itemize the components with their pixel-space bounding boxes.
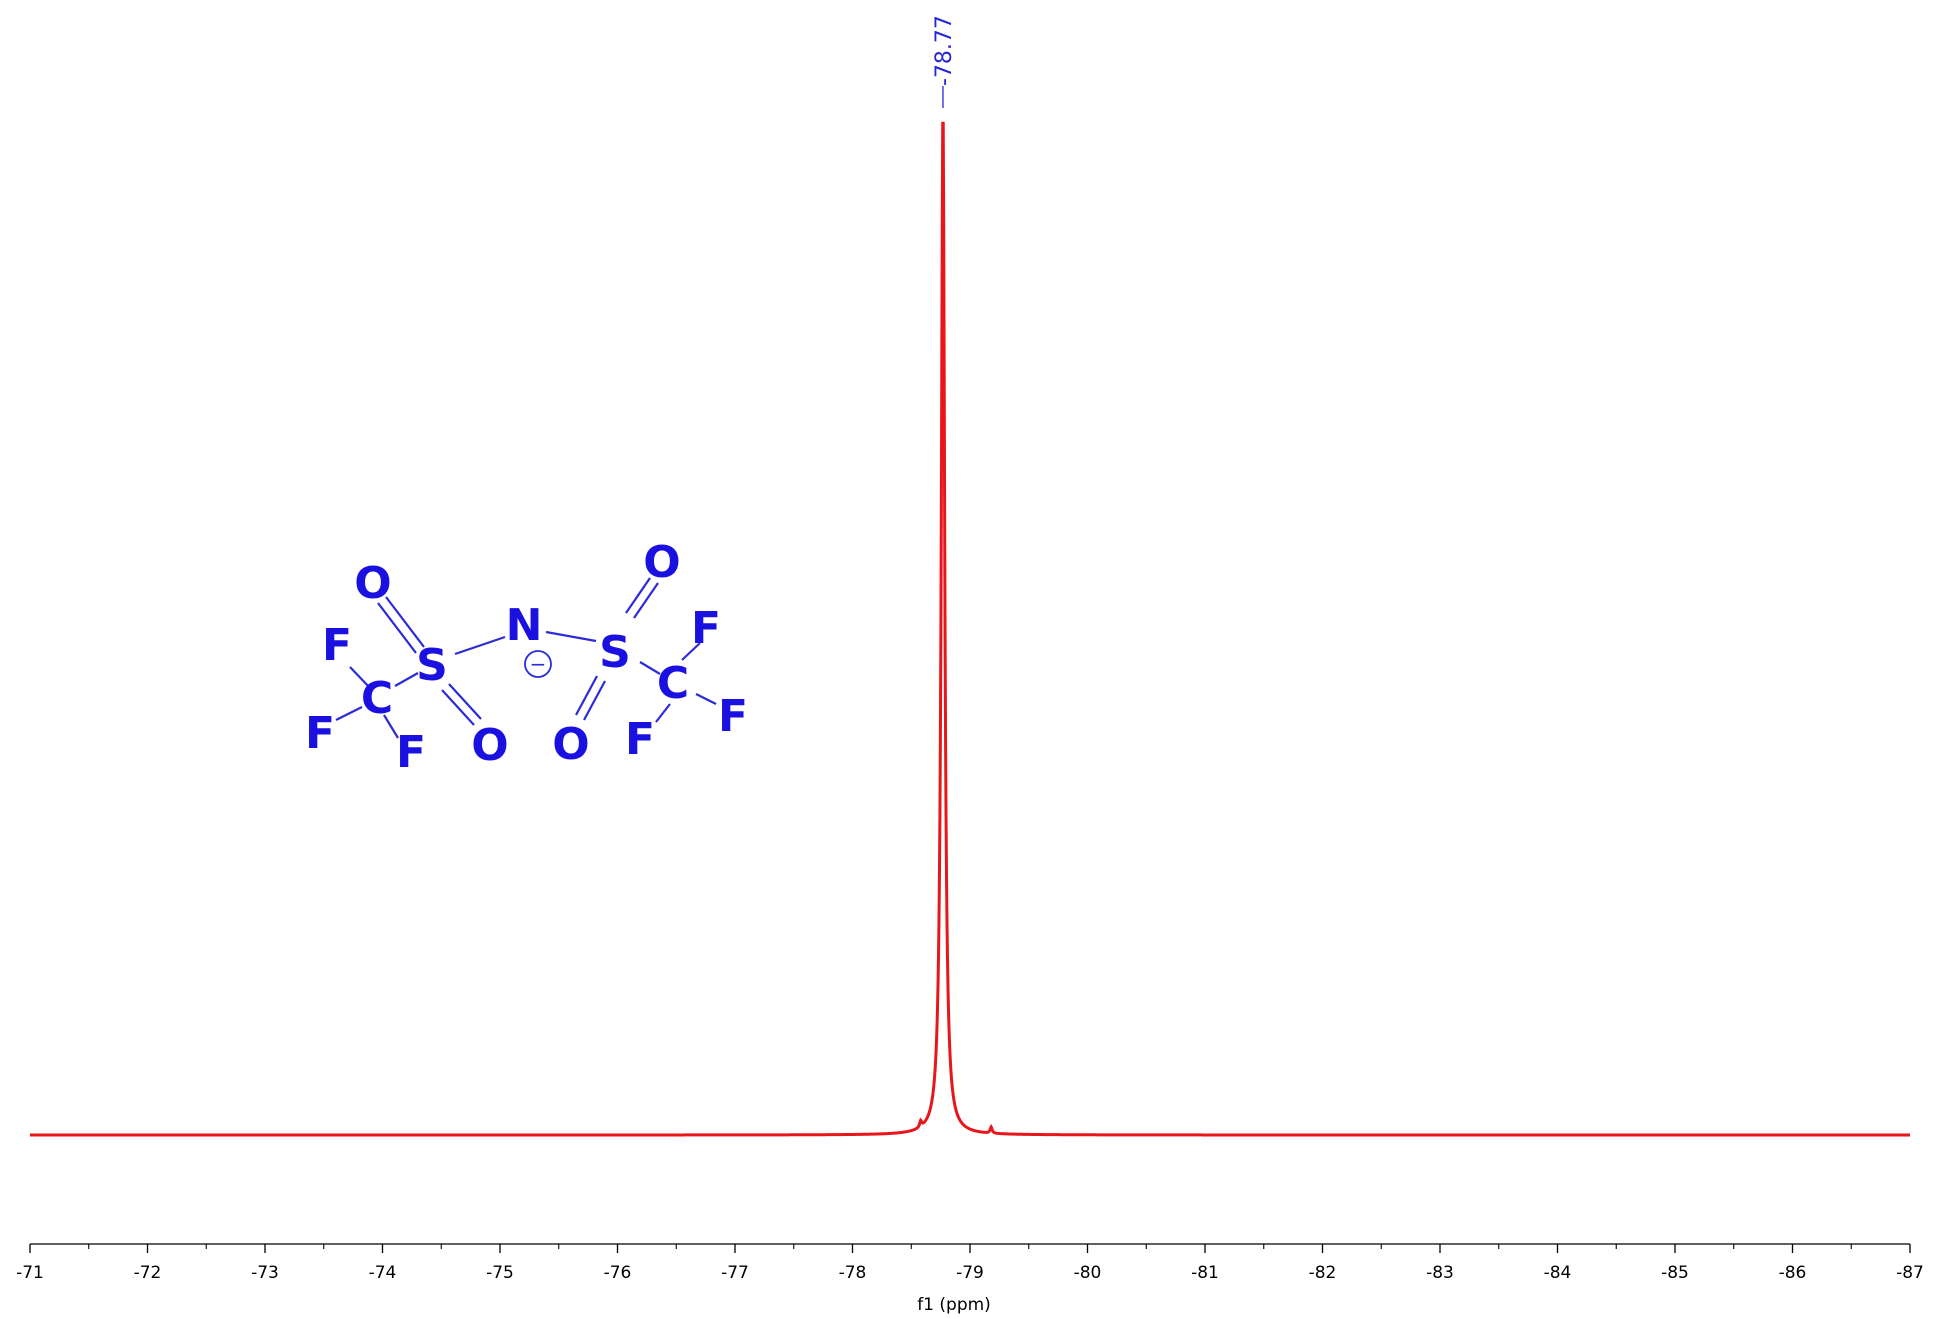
peak-labels: -78.77 <box>932 15 957 108</box>
atom-c1: C <box>361 673 393 724</box>
negative-charge-circle <box>524 650 552 678</box>
x-tick-label: -81 <box>1191 1263 1219 1283</box>
x-tick-label: -76 <box>604 1263 632 1283</box>
bond-o1-s1-b <box>377 602 417 654</box>
x-tick-label: -75 <box>486 1263 514 1283</box>
atom-s2: S <box>599 627 631 678</box>
x-tick-label: -84 <box>1544 1263 1572 1283</box>
x-tick-label: -82 <box>1309 1263 1337 1283</box>
negative-charge-sign: − <box>530 652 547 676</box>
atom-n: N <box>506 600 543 651</box>
bond-f1-c1 <box>349 666 371 689</box>
x-tick-label: -80 <box>1074 1263 1102 1283</box>
atom-o3: O <box>643 537 680 588</box>
x-axis: -71 -72 -73 -74 -75 -76 -77 -78 -79 -80 -81 -82 -83 -… <box>16 1243 1924 1315</box>
bond-s2-o4-b <box>583 680 606 721</box>
bond-s1-n <box>454 635 506 656</box>
x-tick-label: -74 <box>369 1263 397 1283</box>
bond-o1-s1-a <box>385 596 425 648</box>
atom-f3: F <box>396 727 426 778</box>
x-tick-label: -78 <box>839 1263 867 1283</box>
atom-s1: S <box>416 640 448 691</box>
atom-o2: O <box>471 720 508 771</box>
atom-c2: C <box>657 658 689 709</box>
x-tick-label: -86 <box>1779 1263 1807 1283</box>
atom-f1: F <box>322 620 352 671</box>
bond-c1-s1 <box>394 672 419 687</box>
atom-o1: O <box>354 558 391 609</box>
bond-c2-f6 <box>695 693 717 705</box>
bond-s2-c2 <box>639 661 661 675</box>
atom-f2: F <box>305 708 335 759</box>
x-tick-label: -79 <box>956 1263 984 1283</box>
bond-f2-c1 <box>335 706 363 721</box>
x-axis-title: f1 (ppm) <box>917 1295 991 1315</box>
bond-s2-o4-a <box>575 675 598 716</box>
spectrum-trace <box>30 121 1910 1137</box>
x-tick-label: -83 <box>1426 1263 1454 1283</box>
bond-s1-o2-b <box>448 683 482 720</box>
atom-f4: F <box>691 603 721 654</box>
bond-c2-f4 <box>681 642 701 661</box>
x-tick-label: -73 <box>251 1263 279 1283</box>
x-ticks: -71 -72 -73 -74 -75 -76 -77 -78 -79 -80 -81 -82 -83 -… <box>16 1244 1924 1283</box>
atom-f6: F <box>718 691 748 742</box>
bond-s1-o2-a <box>441 689 475 726</box>
bond-s2-o3-a <box>625 577 651 614</box>
x-tick-label: -72 <box>134 1263 162 1283</box>
atom-o4: O <box>552 719 589 770</box>
peak-label: -78.77 <box>932 15 957 86</box>
x-tick-label: -71 <box>16 1263 44 1283</box>
chemical-structure: O F S N C F F O O S F C F O F − <box>305 537 748 778</box>
atom-f5: F <box>625 714 655 765</box>
x-tick-label: -77 <box>721 1263 749 1283</box>
x-tick-label: -87 <box>1896 1263 1924 1283</box>
bond-s2-o3-b <box>633 582 659 619</box>
bond-n-s2 <box>545 630 597 643</box>
bond-c1-f3 <box>383 714 399 739</box>
bond-c2-f5 <box>655 703 671 723</box>
x-tick-label: -85 <box>1661 1263 1689 1283</box>
